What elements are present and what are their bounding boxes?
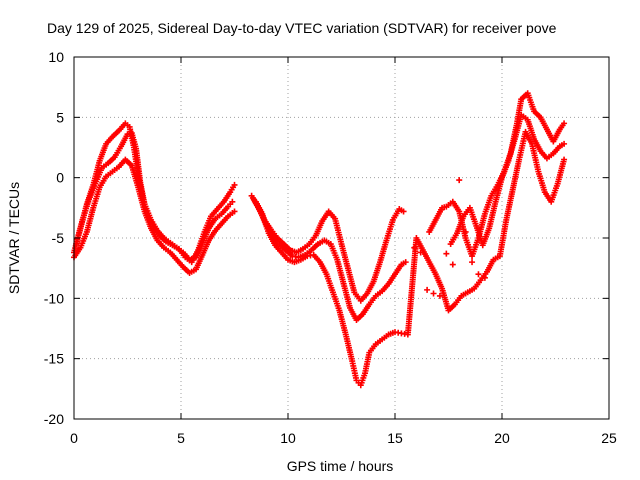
data-point	[411, 244, 418, 251]
data-point	[402, 259, 409, 266]
y-tick-label: -20	[44, 411, 64, 427]
y-axis-label: SDTVAR / TECUs	[6, 182, 22, 294]
data-point	[456, 177, 463, 184]
x-tick-label: 5	[177, 430, 185, 446]
data-point	[561, 156, 568, 163]
x-tick-label: 0	[70, 430, 78, 446]
data-point	[417, 249, 424, 256]
y-tick-label: 5	[56, 109, 64, 125]
data-point	[231, 181, 238, 188]
data-point	[430, 290, 437, 297]
y-tick-label: -5	[52, 230, 65, 246]
y-tick-label: 0	[56, 170, 64, 186]
axis-ticks: 0 5 10 15 20 25 -20 -15 -10 -5 0 5 10	[44, 49, 617, 446]
x-tick-label: 10	[280, 430, 296, 446]
data-point	[400, 208, 407, 215]
data-point	[481, 274, 488, 281]
data-point	[231, 208, 238, 215]
x-tick-label: 25	[601, 430, 617, 446]
y-tick-label: -15	[44, 351, 64, 367]
data-point	[475, 271, 482, 278]
data-point	[462, 228, 469, 235]
data-point	[436, 292, 443, 299]
y-tick-label: 10	[48, 49, 64, 65]
data-point	[561, 120, 568, 127]
data-point	[469, 259, 476, 266]
x-axis-label: GPS time / hours	[287, 458, 394, 474]
chart-title: Day 129 of 2025, Sidereal Day-to-day VTE…	[47, 20, 557, 36]
data-point	[449, 261, 456, 268]
y-tick-label: -10	[44, 290, 64, 306]
data-point	[229, 198, 236, 205]
x-tick-label: 15	[387, 430, 403, 446]
x-tick-label: 20	[494, 430, 510, 446]
data-point	[424, 286, 431, 293]
data-point	[443, 250, 450, 257]
data-points	[71, 90, 568, 389]
data-point	[561, 140, 568, 147]
